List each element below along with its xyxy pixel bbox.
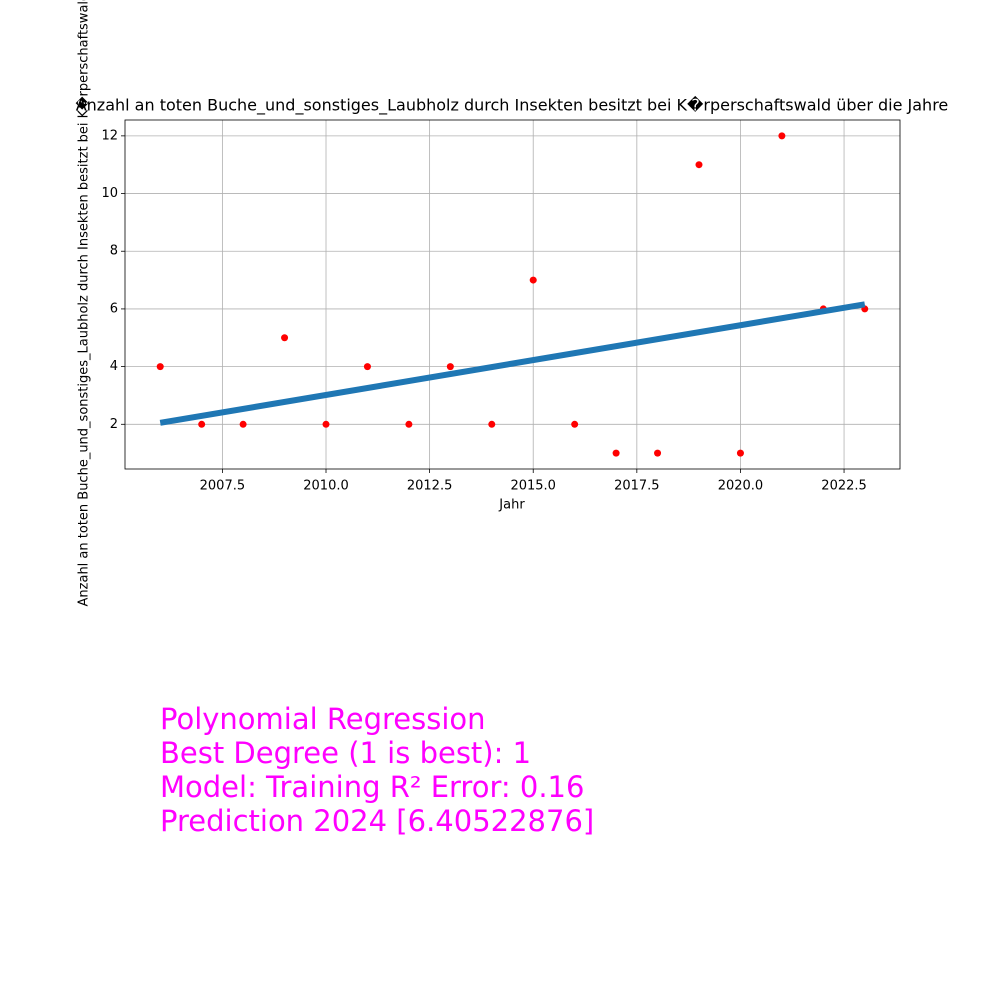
data-point [612,449,620,457]
annotation: Prediction 2024 [6.40522876] [160,804,594,838]
y-tick-label: 2 [110,417,118,432]
data-point [405,420,413,428]
y-tick-label: 6 [110,301,118,316]
plot-frame [124,119,901,470]
annotation: Polynomial Regression [160,702,486,736]
annotation: Model: Training R² Error: 0.16 [160,770,584,804]
data-point [198,420,206,428]
x-tick-label: 2007.5 [200,479,246,494]
fit-line [159,301,866,426]
annotation: Best Degree (1 is best): 1 [160,736,531,770]
chart-title: Anzahl an toten Buche_und_sonstiges_Laub… [76,96,949,116]
data-point [571,420,579,428]
data-point [695,161,703,169]
x-tick-label: 2015.0 [510,479,556,494]
y-tick-label: 4 [110,359,118,374]
x-axis-label: Jahr [498,498,525,513]
y-tick-label: 10 [101,186,118,201]
y-axis-label: Anzahl an toten Buche_und_sonstiges_Laub… [75,0,92,606]
data-point [446,363,454,371]
y-tick-label: 12 [101,128,118,143]
x-tick-label: 2012.5 [407,479,453,494]
data-point [488,420,496,428]
data-point [736,449,744,457]
x-tick-label: 2010.0 [303,479,349,494]
x-tick-label: 2020.0 [718,479,764,494]
data-point [363,363,371,371]
data-point [778,132,786,140]
x-tick-label: 2022.5 [821,479,867,494]
data-point [239,420,247,428]
y-tick-label: 8 [110,244,118,259]
data-point [156,363,164,371]
data-point [529,276,537,284]
data-point [322,420,330,428]
x-tick-label: 2017.5 [614,479,660,494]
data-point [654,449,662,457]
data-point [281,334,289,342]
